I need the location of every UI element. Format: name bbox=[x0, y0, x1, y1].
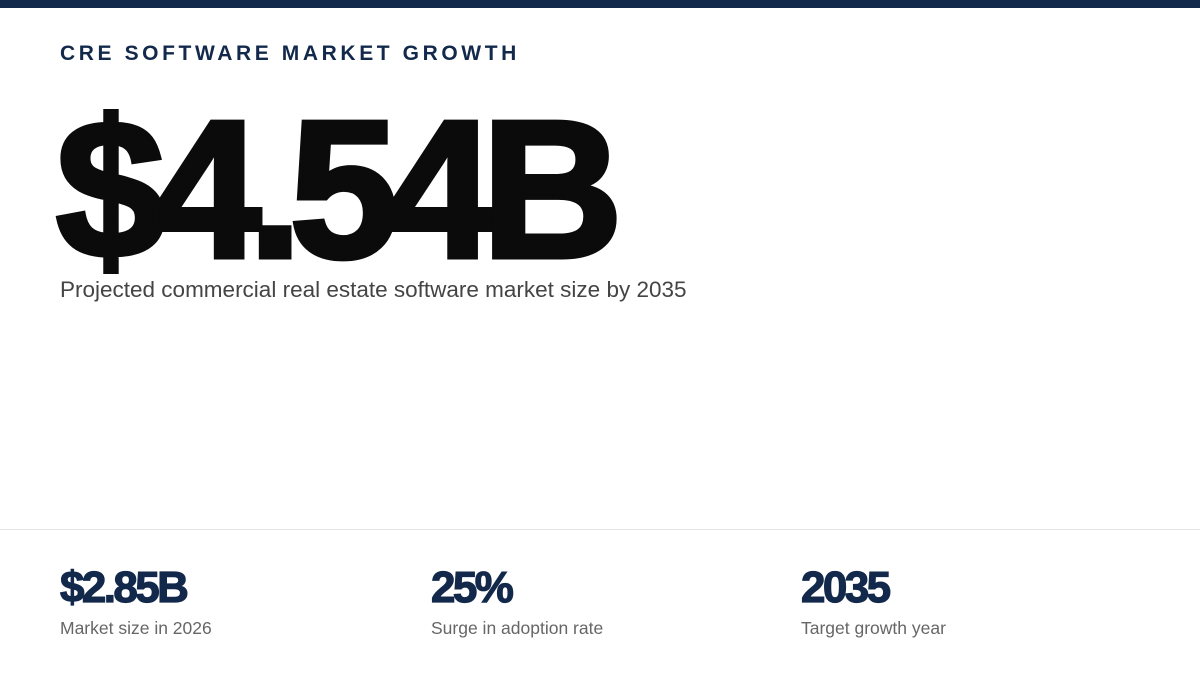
stat-value: 2035 bbox=[800, 563, 891, 612]
stat-value: $2.85B bbox=[59, 563, 189, 612]
top-accent-bar bbox=[0, 0, 1200, 8]
hero-value: $4.54B bbox=[53, 80, 625, 299]
eyebrow-title: CRE SOFTWARE MARKET GROWTH bbox=[60, 42, 520, 65]
stat-value: 25% bbox=[430, 563, 514, 612]
stat-label: Target growth year bbox=[801, 618, 946, 638]
hero-caption: Projected commercial real estate softwar… bbox=[60, 277, 687, 302]
stat-market-size-2026: $2.85B Market size in 2026 bbox=[59, 563, 400, 639]
stat-label: Surge in adoption rate bbox=[431, 618, 604, 638]
section-divider bbox=[0, 529, 1200, 530]
stat-label: Market size in 2026 bbox=[60, 618, 212, 638]
stat-adoption-rate: 25% Surge in adoption rate bbox=[430, 563, 771, 639]
stat-target-year: 2035 Target growth year bbox=[800, 563, 1141, 639]
